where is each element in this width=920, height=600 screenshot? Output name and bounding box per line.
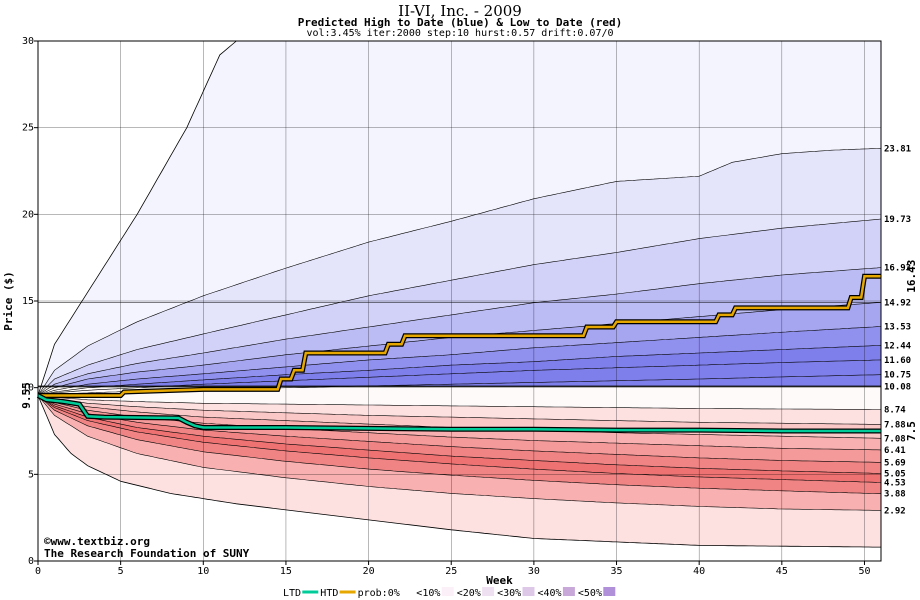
legend-label: <30% [497, 588, 521, 599]
credit-org: The Research Foundation of SUNY [44, 547, 250, 560]
lower-band [38, 395, 881, 425]
axis-labels: Week Price ($) 9.55 16.43 7.5 23.81 19.73 16.93… [2, 144, 918, 587]
lower-band [38, 395, 881, 511]
right-value-label: 19.73 [884, 215, 911, 225]
right-value-label: 6.41 [884, 446, 906, 456]
right-value-label: 14.92 [884, 298, 911, 308]
upper-quantile-curve [37, 359, 882, 396]
axis-ticks: 0 5 10 15 20 25 30 35 40 45 50 0 5 10 15 20 25 30 [22, 36, 871, 577]
right-value-label: 23.81 [884, 144, 911, 154]
y-axis-label: Price ($) [2, 271, 15, 331]
x-axis-label: Week [486, 574, 513, 587]
right-value-label: 2.92 [884, 506, 906, 516]
x-tick-label: 10 [197, 566, 209, 577]
x-tick-label: 20 [363, 566, 375, 577]
legend-label: <50% [578, 588, 602, 599]
y-tick-label: 10 [22, 383, 34, 394]
legend-label: HTD [320, 588, 338, 599]
lower-band [38, 395, 881, 439]
upper-band [38, 148, 881, 396]
htd-line [38, 274, 881, 397]
lower-band [38, 395, 881, 483]
lower-quantile-curve [37, 395, 882, 483]
lower-quantile-curve [37, 395, 882, 474]
x-tick-label: 5 [118, 566, 124, 577]
right-value-label: 3.88 [884, 490, 906, 500]
x-tick-label: 0 [35, 566, 41, 577]
outer-lower-curve [37, 395, 881, 548]
series-lines [36, 273, 881, 434]
lower-band [38, 395, 881, 548]
legend-swatch [562, 587, 575, 596]
legend-label: <40% [538, 588, 562, 599]
lower-band [38, 395, 881, 450]
right-value-label: 16.93 [884, 264, 911, 274]
y-tick-label: 15 [22, 296, 34, 307]
y-tick-label: 30 [22, 36, 34, 47]
legend-swatch [603, 587, 616, 596]
right-value-label: 4.53 [884, 478, 906, 488]
legend-swatch [441, 587, 454, 596]
right-value-label: 10.75 [884, 371, 911, 381]
lower-quantile-curve [37, 395, 882, 463]
upper-band [38, 267, 881, 396]
x-tick-label: 25 [445, 566, 457, 577]
lower-quantile-curve [37, 395, 881, 410]
start-price-label: 9.55 [20, 382, 33, 409]
lower-band [38, 395, 881, 463]
right-value-label: 11.60 [884, 356, 911, 366]
legend-swatch [522, 587, 535, 596]
right-value-label: 10.08 [884, 382, 911, 392]
credit-url[interactable]: ©www.textbiz.org [44, 535, 150, 548]
y-tick-label: 0 [28, 556, 34, 567]
lower-quantile-curve [37, 395, 882, 451]
chart-subtitle: Predicted High to Date (blue) & Low to D… [297, 16, 623, 29]
right-value-label: 5.69 [884, 458, 906, 468]
upper-quantile-curve [37, 148, 882, 396]
upper-quantile-curve [37, 345, 882, 396]
y-tick-label: 5 [28, 469, 34, 480]
legend-label: <20% [457, 588, 481, 599]
lower-quantile-curve [37, 395, 882, 494]
x-tick-label: 40 [693, 566, 705, 577]
upper-band [38, 326, 881, 396]
upper-quantile-curve [37, 218, 882, 396]
x-tick-label: 35 [611, 566, 623, 577]
end-low-label: 7.5 [905, 421, 918, 441]
ltd-line [37, 394, 881, 433]
x-tick-label: 45 [776, 566, 788, 577]
upper-band [38, 41, 881, 396]
right-value-label: 7.08 [884, 434, 906, 444]
x-tick-label: 15 [280, 566, 292, 577]
upper-quantile-curve [37, 267, 882, 396]
chart-title: II-VI, Inc. - 2009 [398, 2, 522, 20]
right-value-label: 5.05 [884, 469, 906, 479]
upper-band [38, 219, 881, 396]
end-high-label: 16.43 [905, 260, 918, 293]
right-value-label: 13.53 [884, 322, 911, 332]
lower-quantile-curve [37, 395, 881, 425]
lower-band [38, 395, 881, 474]
lower-quantile-curve [37, 395, 882, 511]
y-tick-label: 25 [22, 123, 34, 134]
upper-band [38, 302, 881, 396]
chart-params: vol:3.45% iter:2000 step:10 hurst:0.57 d… [306, 28, 614, 39]
x-tick-label: 50 [858, 566, 870, 577]
legend-swatch [401, 587, 414, 596]
upper-band [38, 345, 881, 396]
right-value-label: 8.74 [884, 406, 906, 416]
legend-swatch [482, 587, 495, 596]
right-value-label: 7.88 [884, 420, 906, 430]
legend-label: <10% [416, 588, 440, 599]
y-tick-label: 20 [22, 209, 34, 220]
upper-quantile-curve [37, 326, 882, 396]
legend-label: prob:0% [358, 588, 400, 599]
legend: LTD HTD prob:0% <10% <20% <30% <40% <50% [283, 587, 616, 599]
lower-band [38, 395, 881, 494]
legend-label: LTD [283, 588, 301, 599]
right-value-label: 12.44 [884, 341, 912, 351]
x-tick-label: 30 [528, 566, 540, 577]
